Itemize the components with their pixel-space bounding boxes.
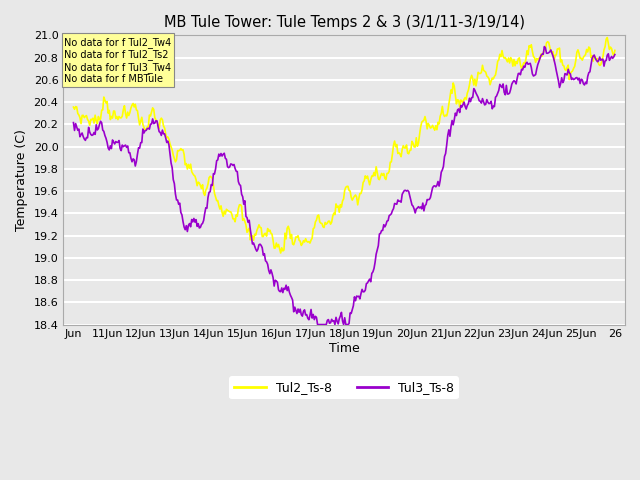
Text: No data for f Tul2_Tw4
No data for f Tul2_Ts2
No data for f Tul3_Tw4
No data for: No data for f Tul2_Tw4 No data for f Tul… — [65, 37, 172, 84]
X-axis label: Time: Time — [329, 342, 360, 355]
Legend: Tul2_Ts-8, Tul3_Ts-8: Tul2_Ts-8, Tul3_Ts-8 — [229, 376, 459, 399]
Y-axis label: Temperature (C): Temperature (C) — [15, 129, 28, 231]
Title: MB Tule Tower: Tule Temps 2 & 3 (3/1/11-3/19/14): MB Tule Tower: Tule Temps 2 & 3 (3/1/11-… — [164, 15, 525, 30]
